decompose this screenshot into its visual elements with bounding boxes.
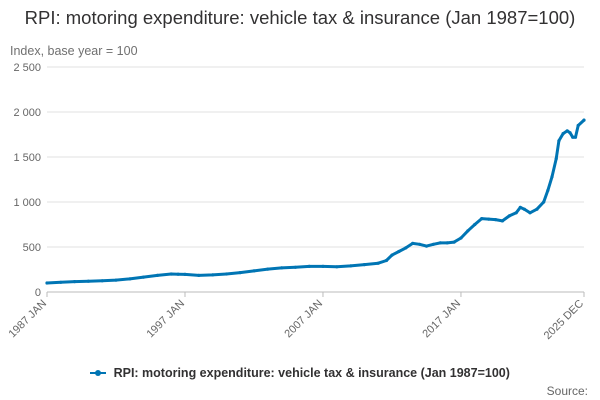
data-point[interactable]: [452, 240, 456, 244]
data-point[interactable]: [480, 217, 484, 221]
data-point[interactable]: [576, 123, 580, 128]
data-point[interactable]: [266, 267, 270, 271]
legend-label: RPI: motoring expenditure: vehicle tax &…: [113, 366, 510, 380]
data-point[interactable]: [128, 277, 132, 281]
x-axis-ticks: 1987 JAN 1997 JAN 2007 JAN 2017 JAN 2025 DEC: [6, 292, 586, 342]
data-point[interactable]: [59, 280, 63, 284]
data-point[interactable]: [438, 241, 442, 245]
data-point[interactable]: [445, 241, 449, 245]
data-point[interactable]: [573, 135, 578, 139]
data-point[interactable]: [565, 129, 569, 133]
y-tick-label: 500: [23, 242, 41, 254]
data-point[interactable]: [397, 249, 401, 254]
y-tick-label: 0: [35, 287, 41, 299]
y-tick-label: 1 500: [13, 152, 41, 164]
data-point[interactable]: [238, 271, 242, 275]
source-label: Source:: [546, 384, 588, 398]
data-point[interactable]: [142, 275, 146, 279]
legend[interactable]: RPI: motoring expenditure: vehicle tax &…: [0, 366, 600, 380]
data-point[interactable]: [176, 272, 180, 276]
data-point[interactable]: [404, 246, 408, 250]
data-point[interactable]: [211, 273, 215, 277]
data-point[interactable]: [155, 273, 159, 277]
data-point[interactable]: [307, 264, 311, 268]
x-tick-label: 1997 JAN: [144, 298, 187, 341]
data-point[interactable]: [390, 253, 394, 257]
data-point[interactable]: [424, 244, 429, 248]
data-point[interactable]: [169, 272, 173, 276]
data-point[interactable]: [418, 242, 422, 246]
data-point[interactable]: [114, 278, 118, 282]
data-point[interactable]: [568, 131, 572, 135]
data-point[interactable]: [252, 269, 256, 273]
data-point[interactable]: [280, 266, 284, 270]
data-point[interactable]: [546, 188, 550, 192]
data-point[interactable]: [493, 218, 498, 222]
x-tick-label: 2025 DEC: [542, 298, 586, 342]
data-point[interactable]: [197, 273, 201, 277]
data-point[interactable]: [335, 265, 339, 269]
gridlines: [47, 66, 584, 293]
chart-title: RPI: motoring expenditure: vehicle tax &…: [24, 7, 576, 28]
data-point[interactable]: [45, 281, 49, 285]
data-point[interactable]: [571, 135, 575, 139]
data-point[interactable]: [183, 272, 187, 276]
y-tick-label: 2 500: [13, 62, 41, 74]
data-point[interactable]: [582, 118, 586, 122]
y-axis-label: Index, base year = 100: [10, 44, 138, 58]
data-point[interactable]: [466, 229, 470, 233]
data-point[interactable]: [384, 258, 388, 263]
data-point[interactable]: [224, 272, 228, 276]
data-point[interactable]: [542, 200, 546, 204]
x-tick-label: 1987 JAN: [6, 298, 49, 341]
data-point[interactable]: [376, 261, 380, 265]
data-point[interactable]: [349, 264, 353, 268]
data-point[interactable]: [100, 279, 104, 283]
data-point[interactable]: [362, 263, 366, 267]
data-point[interactable]: [73, 280, 77, 284]
series-layer: [45, 118, 586, 285]
y-tick-label: 1 000: [13, 197, 41, 209]
data-point[interactable]: [518, 205, 522, 209]
data-point[interactable]: [411, 241, 415, 245]
data-point[interactable]: [514, 211, 518, 215]
data-point[interactable]: [507, 214, 511, 218]
data-point[interactable]: [86, 279, 90, 283]
data-point[interactable]: [321, 264, 325, 268]
data-point[interactable]: [500, 219, 504, 223]
data-point[interactable]: [528, 211, 532, 215]
y-axis-ticks: 0 500 1 000 1 500 2 000 2 500: [13, 62, 41, 299]
data-point[interactable]: [557, 139, 561, 143]
x-tick-label: 2007 JAN: [282, 298, 325, 341]
data-point[interactable]: [487, 217, 491, 221]
data-point[interactable]: [554, 157, 558, 161]
y-tick-label: 2 000: [13, 107, 41, 119]
data-point[interactable]: [473, 222, 477, 227]
data-point[interactable]: [561, 132, 565, 136]
x-tick-label: 2017 JAN: [420, 298, 463, 341]
data-point[interactable]: [293, 265, 297, 269]
data-point[interactable]: [431, 242, 435, 246]
data-point[interactable]: [522, 207, 527, 211]
data-point[interactable]: [550, 175, 554, 179]
data-point[interactable]: [535, 207, 539, 211]
data-point[interactable]: [459, 236, 463, 240]
legend-swatch: [90, 369, 107, 376]
